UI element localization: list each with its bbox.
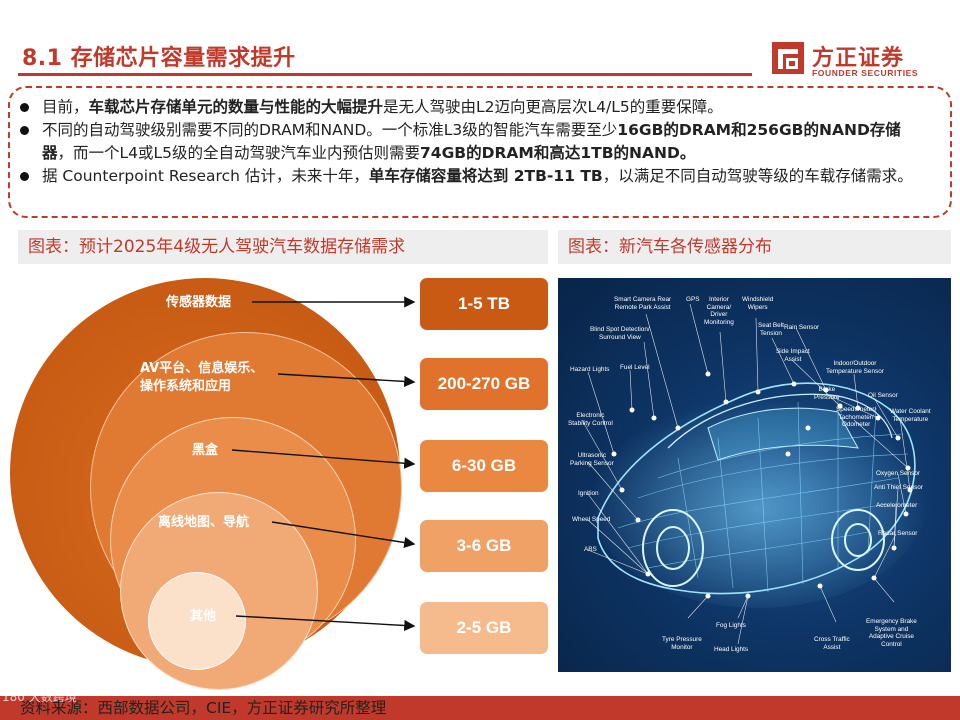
sensor-label: Anti Thief Sensor xyxy=(874,484,923,491)
sensor-label: Seat Belt Tension xyxy=(758,322,784,337)
sensor-label: Emergency Brake System and Adaptive Cruise… xyxy=(866,618,917,648)
sensor-label: Indoor/Outdoor Temperature Sensor xyxy=(826,360,884,375)
sensor-label: Side Impact Assist xyxy=(776,348,810,363)
title-underline xyxy=(18,73,752,76)
watermark: 180 大数跨境 xyxy=(2,690,77,704)
sensor-label: Wheel Speed xyxy=(572,516,611,523)
bullet-dot-icon xyxy=(20,103,29,112)
sensor-label: Oxygen Sensor xyxy=(876,470,921,477)
summary-box: 目前，车载芯片存储单元的数量与性能的大幅提升是无人驾驶由L2迈向更高层次L4/L… xyxy=(8,86,952,218)
sensor-label: Accelerometer xyxy=(876,502,918,509)
sensor-label: Blind Spot Detection/Surround View xyxy=(590,326,650,341)
capacity-box: 3-6 GB xyxy=(420,520,548,572)
layer-label: 其他 xyxy=(190,609,217,624)
sensor-label: Hazard Lights xyxy=(570,366,610,373)
bullet-dot-icon xyxy=(20,126,29,135)
footer-bar xyxy=(0,696,960,720)
connector-arrows xyxy=(231,296,416,632)
car-sensor-image: Smart Camera Rear Remote Park Assist GPS … xyxy=(558,278,951,672)
capacity-box: 1-5 TB xyxy=(420,278,548,330)
sensor-label: ABS xyxy=(584,546,597,553)
page-title: 8.1 存储芯片容量需求提升 xyxy=(22,46,296,71)
sensor-label: Ignition xyxy=(578,490,599,497)
sensor-label: Fog Lights xyxy=(716,622,746,629)
bullet-item: 不同的自动驾驶级别需要不同的DRAM和NAND。一个标准L3级的智能汽车需要至少… xyxy=(20,119,925,165)
sensor-label: Speedometer/Tachometer/Odometer xyxy=(836,406,877,428)
capacity-box: 2-5 GB xyxy=(420,602,548,654)
sensor-label: Cross Traffic Assist xyxy=(814,636,850,651)
capacity-box: 6-30 GB xyxy=(420,440,548,492)
storage-demand-diagram: 传感器数据 AV平台、信息娱乐、 操作系统和应用 黑盒 离线地图、导航 其他 1… xyxy=(0,272,556,692)
capacity-box: 200-270 GB xyxy=(420,358,548,410)
sensor-label: Interior Camera/Driver Monitoring xyxy=(704,296,734,326)
layer-label: 黑盒 xyxy=(192,443,219,458)
logo-text-cn: 方正证券 xyxy=(812,46,905,71)
right-panel-heading: 图表：新汽车各传感器分布 xyxy=(558,230,951,264)
bullet-text: 据 Counterpoint Research 估计，未来十年，单车存储容量将达… xyxy=(42,167,913,185)
sensor-label: Tyre Pressure Monitor xyxy=(662,636,702,651)
sensor-label: GPS xyxy=(686,296,700,303)
sensor-label: Radar Sensor xyxy=(878,530,918,537)
sensor-label: Windshield Wipers xyxy=(742,296,774,311)
sensor-label: Ultrasonic Parking Sensor xyxy=(570,452,614,467)
bullet-text: 不同的自动驾驶级别需要不同的DRAM和NAND。一个标准L3级的智能汽车需要至少… xyxy=(42,121,901,162)
car-wireframe-illustration xyxy=(581,303,928,645)
bullet-item: 据 Counterpoint Research 估计，未来十年，单车存储容量将达… xyxy=(20,165,925,188)
layer-label: AV平台、信息娱乐、 操作系统和应用 xyxy=(140,361,264,394)
founder-logo-icon xyxy=(772,42,804,74)
layer-circle-other xyxy=(148,572,246,670)
sensor-label: Oil Sensor xyxy=(868,392,898,399)
sensor-label: Electronic Stability Control xyxy=(568,412,613,427)
bullet-text: 目前，车载芯片存储单元的数量与性能的大幅提升是无人驾驶由L2迈向更高层次L4/L… xyxy=(42,98,723,116)
logo-text-en: FOUNDER SECURITIES xyxy=(812,68,919,78)
left-panel-heading: 图表：预计2025年4级无人驾驶汽车数据存储需求 xyxy=(18,230,548,264)
bullet-item: 目前，车载芯片存储单元的数量与性能的大幅提升是无人驾驶由L2迈向更高层次L4/L… xyxy=(20,96,925,119)
sensor-label: Fuel Level xyxy=(620,364,650,371)
sensor-label: Head Lights xyxy=(714,646,749,653)
source-note: 资料来源：西部数据公司，CIE，方正证券研究所整理 xyxy=(20,699,387,717)
sensor-label: Brake Pressure xyxy=(814,386,840,401)
brand-logo: 方正证券 FOUNDER SECURITIES xyxy=(770,40,950,82)
bullet-dot-icon xyxy=(20,172,29,181)
sensor-label: Rain Sensor xyxy=(784,324,820,331)
layer-label: 传感器数据 xyxy=(166,295,232,310)
sensor-label: Smart Camera Rear Remote Park Assist xyxy=(614,296,672,311)
layer-label: 离线地图、导航 xyxy=(158,515,250,530)
sensor-label: Water Coolant Temperature xyxy=(890,408,931,423)
